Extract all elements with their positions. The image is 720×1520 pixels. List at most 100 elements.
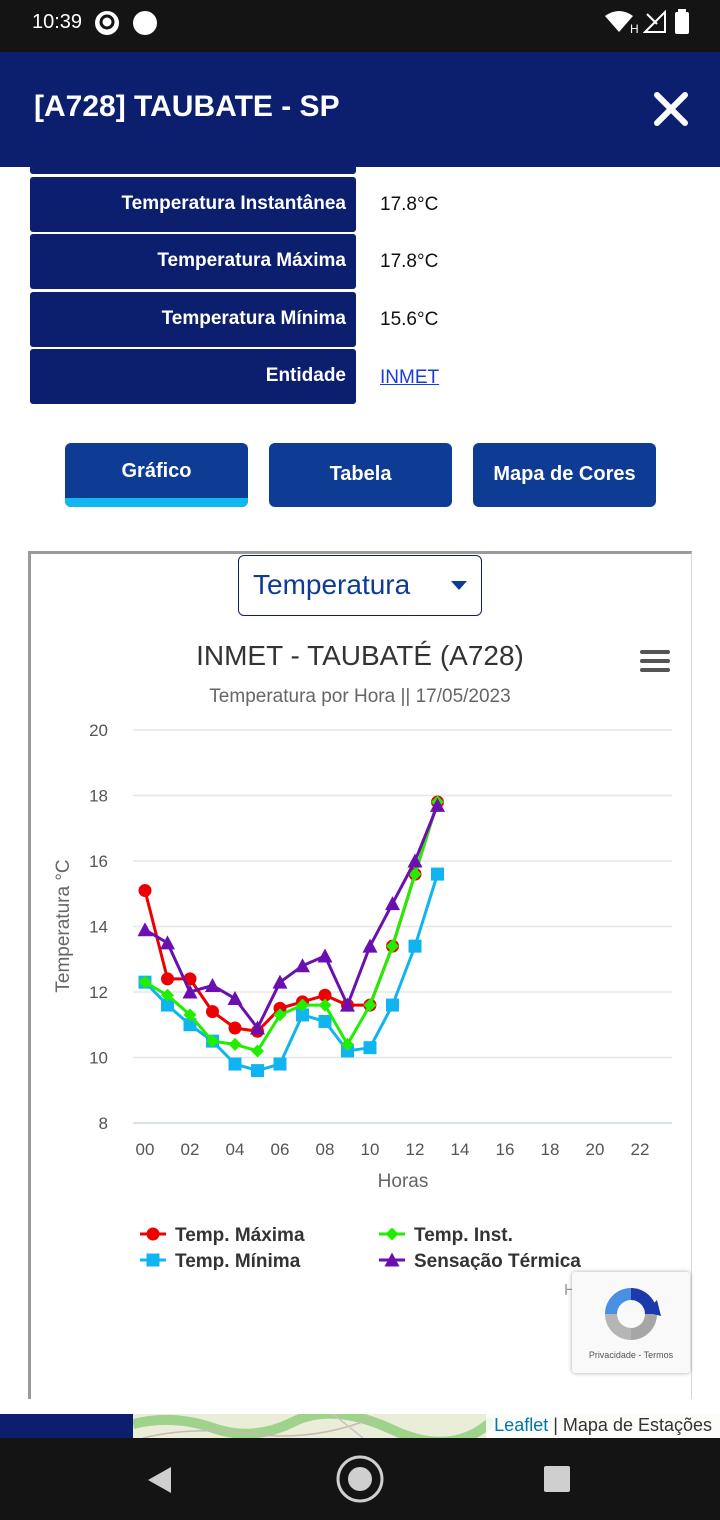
legend-marker bbox=[146, 1227, 160, 1241]
tab-label: Gráfico bbox=[121, 460, 192, 482]
data-point-3 bbox=[295, 958, 310, 973]
legend-marker bbox=[146, 1253, 160, 1267]
data-point-2 bbox=[408, 939, 422, 953]
network-type-label: H bbox=[630, 22, 639, 36]
data-point-1 bbox=[206, 1034, 219, 1048]
data-point-1 bbox=[386, 939, 399, 953]
tab-mapa-de-cores[interactable]: Mapa de Cores bbox=[473, 443, 656, 507]
data-point-1 bbox=[273, 1008, 287, 1022]
x-tick-label: 08 bbox=[316, 1140, 335, 1159]
recents-icon[interactable] bbox=[543, 1465, 571, 1493]
x-tick-label: 02 bbox=[181, 1140, 200, 1159]
variable-select[interactable]: Temperatura bbox=[238, 555, 482, 616]
x-tick-label: 12 bbox=[406, 1140, 425, 1159]
info-label: Temperatura Instantânea bbox=[121, 193, 346, 214]
data-point-0 bbox=[138, 883, 152, 897]
hint-text: H bbox=[564, 1282, 576, 1299]
tab-active-indicator bbox=[65, 498, 248, 507]
chart-subtitle: Temperatura por Hora || 17/05/2023 bbox=[209, 686, 511, 707]
wifi-icon bbox=[605, 11, 633, 32]
info-row-temp-maxima: Temperatura Máxima bbox=[30, 234, 356, 289]
x-tick-label: 00 bbox=[136, 1140, 155, 1159]
home-icon[interactable] bbox=[335, 1454, 385, 1504]
system-nav-bar bbox=[0, 1438, 720, 1520]
x-tick-label: 18 bbox=[541, 1140, 560, 1159]
legend-label: Temp. Mínima bbox=[175, 1251, 301, 1270]
info-value-temp-minima: 15.6°C bbox=[380, 309, 439, 330]
status-bar: 10:39 H bbox=[0, 0, 720, 52]
close-icon[interactable] bbox=[652, 90, 690, 128]
legend-label: Sensação Térmica bbox=[414, 1251, 581, 1270]
data-point-0 bbox=[206, 1005, 219, 1019]
info-label: Temperatura Máxima bbox=[157, 250, 346, 271]
legend-label: Temp. Máxima bbox=[175, 1225, 305, 1246]
data-point-0 bbox=[318, 988, 332, 1002]
info-value-temp-instantanea: 17.8°C bbox=[380, 194, 439, 215]
entidade-link[interactable]: INMET bbox=[380, 367, 440, 388]
station-header: [A728] TAUBATE - SP bbox=[0, 52, 720, 167]
map-preview[interactable]: Leaflet | Mapa de Estações bbox=[0, 1414, 720, 1438]
data-point-3 bbox=[430, 797, 445, 812]
y-tick-label: 18 bbox=[89, 787, 108, 806]
x-tick-label: 20 bbox=[586, 1140, 605, 1159]
info-value-temp-maxima: 17.8°C bbox=[380, 251, 439, 272]
series-line-1 bbox=[144, 801, 439, 1053]
legend-marker bbox=[385, 1227, 399, 1241]
info-row-hidden bbox=[30, 160, 356, 174]
app-notification-icon bbox=[95, 11, 119, 35]
data-point-1 bbox=[341, 1037, 354, 1051]
data-point-1 bbox=[296, 998, 309, 1012]
y-tick-label: 20 bbox=[89, 721, 108, 740]
data-point-2 bbox=[386, 998, 399, 1012]
y-tick-label: 12 bbox=[89, 983, 108, 1002]
recaptcha-links[interactable]: Privacidade - Termos bbox=[588, 1350, 674, 1360]
data-point-0 bbox=[228, 1021, 242, 1035]
data-point-3 bbox=[205, 977, 220, 992]
info-row-entidade: Entidade bbox=[30, 349, 356, 404]
series-line-3 bbox=[144, 804, 439, 1030]
data-point-3 bbox=[182, 984, 198, 999]
data-point-2 bbox=[161, 998, 174, 1012]
data-point-3 bbox=[227, 991, 243, 1006]
tab-tabela[interactable]: Tabela bbox=[269, 443, 452, 507]
info-label: Entidade bbox=[265, 365, 346, 386]
tab-label: Tabela bbox=[329, 463, 392, 485]
data-point-2 bbox=[296, 1008, 309, 1022]
battery-icon bbox=[675, 9, 689, 34]
data-point-1 bbox=[228, 1037, 242, 1051]
data-point-3 bbox=[272, 974, 288, 989]
map-tiles bbox=[133, 1414, 493, 1438]
x-tick-label: 14 bbox=[451, 1140, 470, 1159]
y-tick-label: 10 bbox=[89, 1049, 108, 1068]
legend-label: Temp. Inst. bbox=[414, 1225, 513, 1246]
data-point-1 bbox=[138, 975, 152, 989]
data-point-3 bbox=[340, 997, 355, 1012]
data-point-3 bbox=[250, 1020, 265, 1035]
y-tick-label: 14 bbox=[89, 918, 108, 937]
hamburger-menu-icon[interactable] bbox=[640, 650, 670, 676]
back-icon[interactable] bbox=[145, 1465, 175, 1495]
tab-grafico[interactable]: Gráfico bbox=[65, 443, 248, 507]
x-axis-title: Horas bbox=[378, 1171, 429, 1192]
data-point-1 bbox=[183, 1008, 197, 1022]
recaptcha-badge[interactable]: Privacidade - Termos bbox=[572, 1272, 690, 1373]
map-attribution: Leaflet | Mapa de Estações bbox=[486, 1414, 720, 1438]
data-point-2 bbox=[228, 1057, 242, 1071]
data-point-2 bbox=[431, 867, 444, 881]
variable-select-value: Temperatura bbox=[253, 569, 411, 600]
y-axis-title: Temperatura °C bbox=[53, 859, 74, 992]
data-point-1 bbox=[318, 998, 332, 1012]
x-tick-label: 16 bbox=[496, 1140, 515, 1159]
status-time: 10:39 bbox=[32, 11, 83, 33]
leaflet-link[interactable]: Leaflet bbox=[494, 1415, 549, 1435]
tab-label: Mapa de Cores bbox=[493, 463, 636, 485]
data-point-3 bbox=[407, 853, 423, 868]
chevron-down-icon bbox=[451, 581, 467, 590]
x-tick-label: 10 bbox=[361, 1140, 380, 1159]
map-side-panel bbox=[0, 1414, 133, 1438]
data-point-1 bbox=[363, 998, 377, 1012]
recaptcha-icon bbox=[605, 1288, 661, 1340]
data-point-3 bbox=[362, 938, 378, 953]
info-label: Temperatura Mínima bbox=[161, 308, 346, 329]
data-point-0 bbox=[273, 1001, 287, 1015]
